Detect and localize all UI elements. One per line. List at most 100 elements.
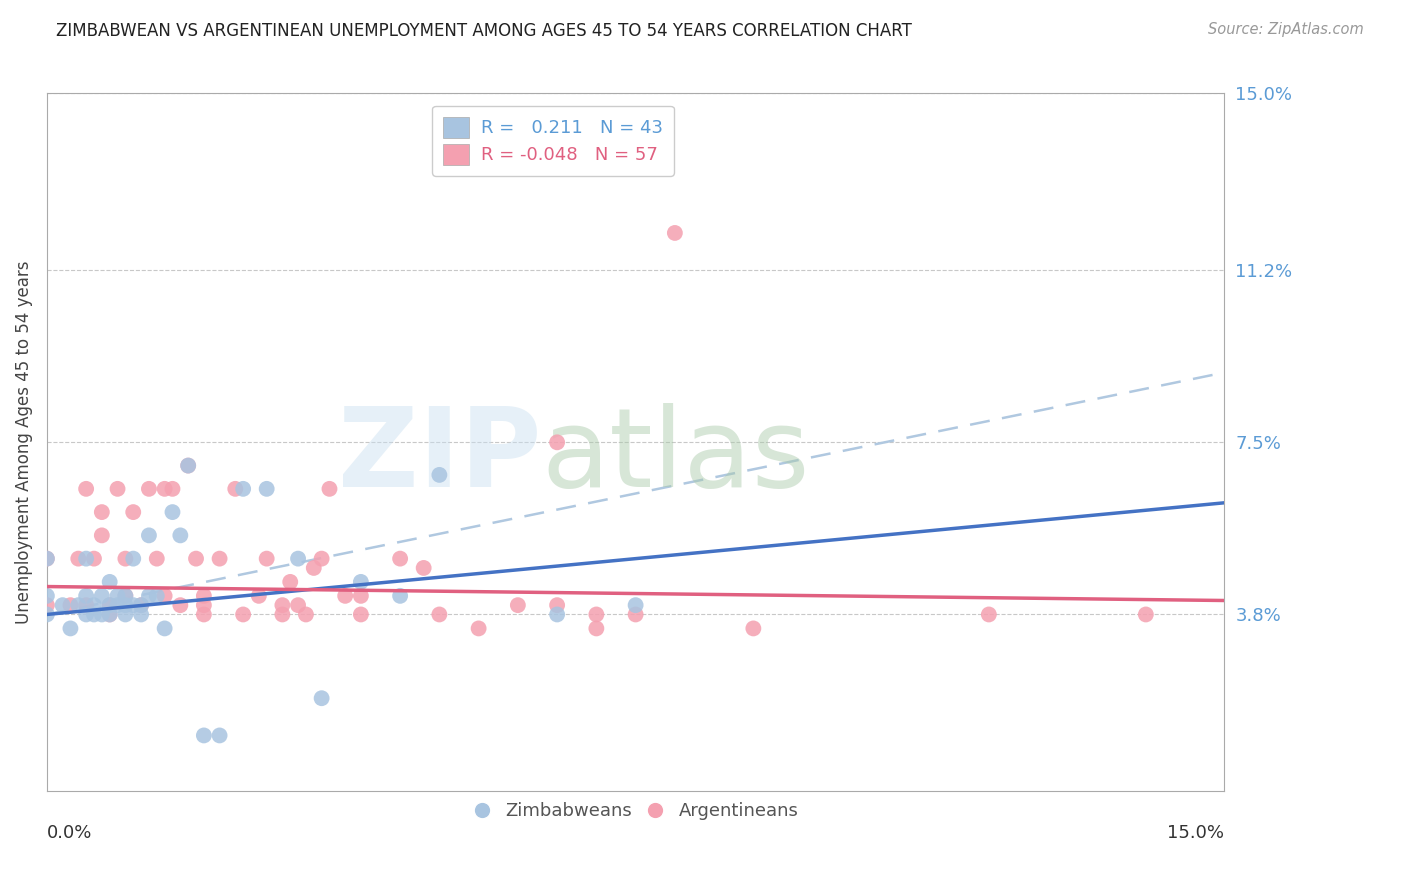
Point bbox=[90, 589, 112, 603]
Point bbox=[75, 598, 97, 612]
Point bbox=[271, 607, 294, 622]
Point bbox=[67, 598, 90, 612]
Point bbox=[177, 458, 200, 473]
Point bbox=[114, 607, 136, 622]
Legend: Zimbabweans, Argentineans: Zimbabweans, Argentineans bbox=[465, 795, 806, 828]
Point bbox=[122, 551, 145, 566]
Point bbox=[98, 607, 121, 622]
Point bbox=[224, 482, 246, 496]
Point bbox=[318, 482, 340, 496]
Point bbox=[75, 607, 97, 622]
Point bbox=[35, 589, 58, 603]
Point bbox=[75, 482, 97, 496]
Point bbox=[129, 598, 152, 612]
Point bbox=[98, 598, 121, 612]
Point bbox=[546, 435, 568, 450]
Point bbox=[271, 598, 294, 612]
Point bbox=[287, 598, 309, 612]
Point bbox=[59, 598, 82, 612]
Point bbox=[208, 551, 231, 566]
Point bbox=[389, 551, 412, 566]
Point bbox=[427, 467, 450, 482]
Point bbox=[427, 607, 450, 622]
Point bbox=[278, 574, 301, 589]
Y-axis label: Unemployment Among Ages 45 to 54 years: Unemployment Among Ages 45 to 54 years bbox=[15, 260, 32, 624]
Point bbox=[335, 589, 357, 603]
Point bbox=[585, 622, 607, 636]
Point bbox=[83, 551, 105, 566]
Point bbox=[83, 598, 105, 612]
Point bbox=[35, 607, 58, 622]
Point bbox=[122, 505, 145, 519]
Point bbox=[59, 622, 82, 636]
Point bbox=[546, 607, 568, 622]
Point bbox=[184, 551, 207, 566]
Point bbox=[114, 589, 136, 603]
Point bbox=[208, 728, 231, 742]
Point bbox=[90, 505, 112, 519]
Point bbox=[35, 598, 58, 612]
Point bbox=[256, 482, 278, 496]
Point bbox=[412, 561, 434, 575]
Point bbox=[389, 589, 412, 603]
Point bbox=[75, 551, 97, 566]
Point bbox=[90, 528, 112, 542]
Point bbox=[90, 607, 112, 622]
Text: 0.0%: 0.0% bbox=[46, 824, 93, 842]
Point bbox=[295, 607, 318, 622]
Point bbox=[287, 551, 309, 566]
Point bbox=[138, 589, 160, 603]
Point bbox=[114, 598, 136, 612]
Point bbox=[742, 622, 765, 636]
Point bbox=[506, 598, 529, 612]
Point bbox=[35, 551, 58, 566]
Point bbox=[169, 598, 191, 612]
Point bbox=[146, 551, 169, 566]
Point bbox=[107, 598, 129, 612]
Point bbox=[350, 607, 373, 622]
Point bbox=[67, 551, 90, 566]
Point bbox=[193, 728, 215, 742]
Point bbox=[177, 458, 200, 473]
Point bbox=[153, 482, 176, 496]
Point bbox=[1135, 607, 1157, 622]
Point bbox=[585, 607, 607, 622]
Point bbox=[122, 598, 145, 612]
Point bbox=[624, 607, 647, 622]
Point bbox=[311, 691, 333, 706]
Point bbox=[98, 574, 121, 589]
Point bbox=[247, 589, 270, 603]
Point bbox=[232, 482, 254, 496]
Point bbox=[193, 598, 215, 612]
Point bbox=[256, 551, 278, 566]
Point bbox=[98, 607, 121, 622]
Point bbox=[153, 589, 176, 603]
Point bbox=[75, 589, 97, 603]
Point bbox=[302, 561, 325, 575]
Point bbox=[162, 482, 184, 496]
Point bbox=[193, 589, 215, 603]
Point bbox=[977, 607, 1000, 622]
Point bbox=[193, 607, 215, 622]
Point bbox=[83, 607, 105, 622]
Point bbox=[350, 589, 373, 603]
Point bbox=[129, 607, 152, 622]
Text: ZIP: ZIP bbox=[337, 403, 541, 509]
Point bbox=[546, 598, 568, 612]
Point bbox=[624, 598, 647, 612]
Point bbox=[107, 482, 129, 496]
Text: ZIMBABWEAN VS ARGENTINEAN UNEMPLOYMENT AMONG AGES 45 TO 54 YEARS CORRELATION CHA: ZIMBABWEAN VS ARGENTINEAN UNEMPLOYMENT A… bbox=[56, 22, 912, 40]
Point bbox=[114, 589, 136, 603]
Point bbox=[162, 505, 184, 519]
Point bbox=[129, 598, 152, 612]
Point bbox=[138, 528, 160, 542]
Point bbox=[664, 226, 686, 240]
Point bbox=[98, 598, 121, 612]
Point bbox=[146, 589, 169, 603]
Point bbox=[311, 551, 333, 566]
Point bbox=[232, 607, 254, 622]
Point bbox=[52, 598, 75, 612]
Point bbox=[138, 482, 160, 496]
Text: atlas: atlas bbox=[541, 403, 810, 509]
Point bbox=[350, 574, 373, 589]
